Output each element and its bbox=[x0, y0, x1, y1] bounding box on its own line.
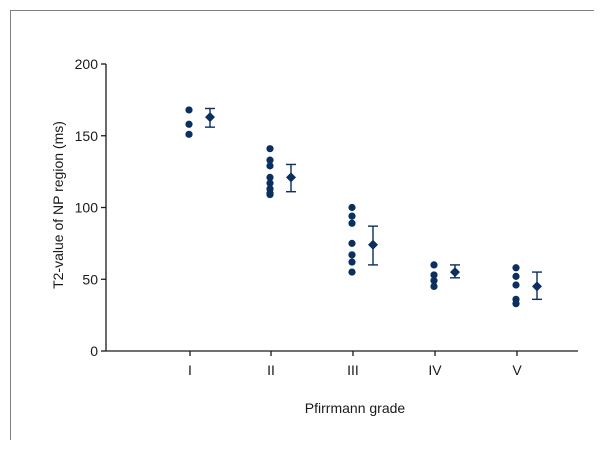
data-point bbox=[348, 203, 356, 212]
data-point bbox=[430, 271, 438, 279]
data-point bbox=[348, 268, 356, 276]
data-point bbox=[512, 272, 520, 280]
data-point bbox=[185, 130, 193, 138]
y-axis-label: T2-value of NP region (ms) bbox=[50, 121, 66, 289]
data-point bbox=[266, 189, 274, 197]
data-point bbox=[348, 212, 356, 220]
y-tick-label: 0 bbox=[90, 343, 98, 359]
mean-marker bbox=[205, 112, 215, 123]
frame-left-border bbox=[10, 10, 11, 440]
data-point bbox=[348, 258, 356, 266]
y-tick-label: 50 bbox=[82, 271, 98, 287]
x-axis-label: Pfirrmann grade bbox=[305, 400, 406, 416]
data-point bbox=[512, 281, 520, 289]
y-tick-label: 200 bbox=[75, 56, 99, 72]
data-point bbox=[266, 145, 274, 153]
x-tick-label: II bbox=[267, 362, 275, 378]
data-point bbox=[266, 173, 274, 181]
mean-marker bbox=[286, 172, 296, 183]
y-tick-label: 150 bbox=[75, 128, 99, 144]
frame-top-border bbox=[10, 10, 594, 11]
data-point bbox=[348, 219, 356, 227]
data-point bbox=[348, 239, 356, 247]
mean-marker bbox=[368, 239, 378, 250]
x-tick-label: I bbox=[188, 362, 192, 378]
data-point bbox=[266, 156, 274, 164]
data-point bbox=[185, 106, 193, 114]
data-point bbox=[512, 264, 520, 272]
data-point bbox=[266, 162, 274, 170]
data-point bbox=[348, 251, 356, 259]
mean-marker bbox=[532, 281, 542, 292]
x-tick-label: IV bbox=[428, 362, 442, 378]
y-tick-label: 100 bbox=[75, 200, 99, 216]
figure-frame bbox=[10, 10, 594, 440]
data-point bbox=[185, 120, 193, 128]
x-tick-label: III bbox=[347, 362, 359, 378]
mean-marker bbox=[450, 267, 460, 278]
data-point bbox=[430, 261, 438, 269]
data-point bbox=[512, 300, 520, 308]
data-point bbox=[430, 282, 438, 291]
data-point bbox=[266, 179, 274, 187]
data-point bbox=[430, 277, 438, 285]
x-tick-label: V bbox=[512, 362, 522, 378]
marks-group bbox=[185, 106, 542, 308]
